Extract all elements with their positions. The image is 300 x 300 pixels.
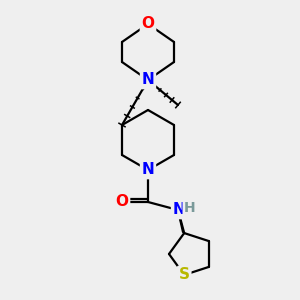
Text: H: H <box>184 201 196 215</box>
Text: O: O <box>116 194 128 209</box>
Text: N: N <box>142 163 154 178</box>
Text: S: S <box>179 267 190 282</box>
Text: N: N <box>142 73 154 88</box>
Text: N: N <box>172 202 185 217</box>
Text: O: O <box>142 16 154 32</box>
